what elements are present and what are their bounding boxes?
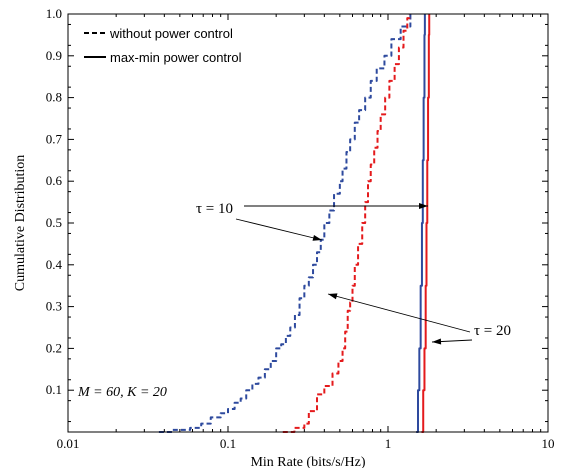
y-tick-label: 0.4 <box>46 257 63 272</box>
x-axis-title: Min Rate (bits/s/Hz) <box>250 455 365 468</box>
y-axis-title: Cumulative Distribution <box>13 155 28 292</box>
y-tick-label: 0.7 <box>46 131 63 146</box>
annotation-arrows <box>235 203 473 345</box>
legend-label-max-min-power-control: max-min power control <box>110 50 242 65</box>
y-tick-label: 0.2 <box>46 340 62 355</box>
curve-tau20-max-min-control <box>421 14 431 433</box>
y-tick-label: 1.0 <box>46 6 62 21</box>
series-group <box>158 14 431 433</box>
legend: without power control max-min power cont… <box>84 26 242 65</box>
plot-frame <box>67 13 549 433</box>
curve-tau20-without-control <box>282 14 411 433</box>
y-tick-label: 0.1 <box>46 382 62 397</box>
y-tick-label: 0.8 <box>46 90 62 105</box>
x-tick-label: 0.1 <box>220 436 236 451</box>
curve-tau10-max-min-control <box>416 14 426 433</box>
x-tick-label: 0.01 <box>57 436 80 451</box>
x-tick-label: 10 <box>542 436 555 451</box>
arrow-tau20-to-without <box>327 293 471 333</box>
x-tick-label: 1 <box>385 436 392 451</box>
curve-tau10-without-control <box>158 14 412 433</box>
annotation-parameters: M = 60, K = 20 <box>77 385 167 400</box>
arrow-tau10-to-without <box>235 218 323 241</box>
y-tick-label: 0.3 <box>46 299 62 314</box>
annotation-tau-10: τ = 10 <box>196 201 233 217</box>
y-tick-label: 0.9 <box>46 48 62 63</box>
legend-label-without-power-control: without power control <box>109 26 233 41</box>
arrow-tau20-to-max-min <box>431 338 473 345</box>
annotation-tau-20: τ = 20 <box>474 323 511 339</box>
y-tick-label: 0.5 <box>46 215 62 230</box>
y-tick-label: 0.6 <box>46 173 63 188</box>
ticks-group: 0.01 0.1 1 10 0.1 0.2 0.3 0.4 0.5 0.6 0.7 0.8 0.9 1.0 <box>46 6 555 451</box>
arrow-tau10-to-max-min <box>244 203 428 209</box>
